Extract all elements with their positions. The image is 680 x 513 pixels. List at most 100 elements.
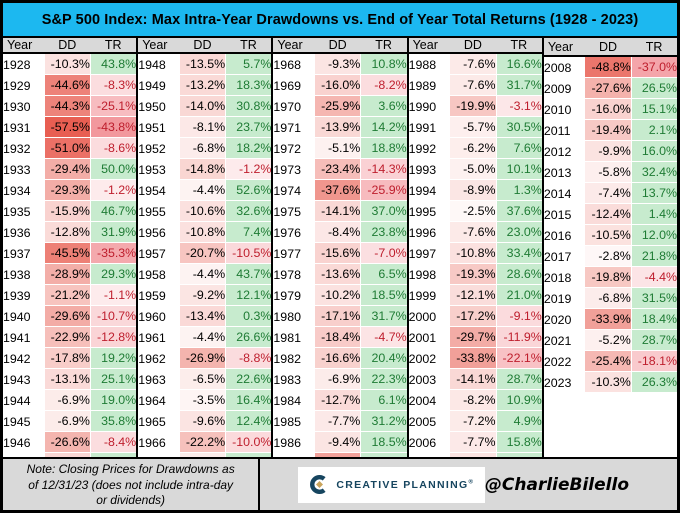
table-row: 2014 -7.4% 13.7%: [543, 183, 678, 205]
year-cell: 1992: [408, 138, 450, 160]
total-return-cell: 18.8%: [360, 138, 407, 160]
drawdown-cell: -4.4%: [178, 180, 226, 202]
drawdown-cell: -15.6%: [314, 243, 361, 265]
total-return-cell: 0.3%: [225, 306, 272, 328]
total-return-cell: 32.6%: [225, 201, 272, 223]
total-return-cell: 1.4%: [630, 204, 678, 226]
year-cell: 1993: [408, 159, 450, 181]
total-return-cell: -14.3%: [360, 159, 407, 181]
year-cell: 1983: [273, 369, 315, 391]
table-row: 1940 -29.6% -10.7%: [3, 306, 137, 328]
total-return-cell: 12.1%: [225, 285, 272, 307]
year-cell: 2012: [543, 141, 585, 163]
year-cell: 2008: [543, 57, 585, 79]
year-cell: 2009: [543, 78, 585, 100]
total-return-cell: 46.7%: [89, 201, 137, 223]
table-row: 1970 -25.9% 3.6%: [273, 96, 407, 118]
table-row: 1963 -6.5% 22.6%: [138, 369, 272, 391]
total-return-cell: 26.6%: [225, 327, 272, 349]
total-return-cell: 7.4%: [225, 222, 272, 244]
year-cell: 1963: [138, 369, 179, 391]
year-cell: 1955: [138, 201, 179, 223]
year-cell: 2005: [408, 411, 450, 433]
drawdown-cell: -12.1%: [449, 285, 496, 307]
drawdown-cell: -6.9%: [43, 390, 90, 412]
drawdown-cell: -19.9%: [449, 96, 496, 118]
total-return-cell: 15.8%: [495, 432, 542, 454]
group-table: 1948 -13.5% 5.7% 1949 -13.2% 18.3% 1950 -14.0% 3…: [138, 54, 272, 475]
table-row: 2010 -16.0% 15.1%: [543, 99, 678, 121]
total-return-cell: 31.7%: [495, 75, 542, 97]
total-return-cell: -25.1%: [89, 96, 137, 118]
footnote-line: of 12/31/23 (does not include intra-day: [28, 477, 234, 492]
table-row: 1949 -13.2% 18.3%: [138, 75, 272, 97]
total-return-cell: 14.2%: [360, 117, 407, 139]
year-cell: 2019: [543, 288, 585, 310]
drawdown-cell: -12.8%: [43, 222, 90, 244]
table-row: 1958 -4.4% 43.7%: [138, 264, 272, 286]
total-return-cell: 13.7%: [630, 183, 678, 205]
group-table: 1968 -9.3% 10.8% 1969 -16.0% -8.2% 1970 -25.9% 3…: [273, 54, 407, 475]
year-cell: 1929: [3, 75, 44, 97]
drawdown-returns-table: Year DD TR 1928 -10.3% 43.8% 1929 -44.6% -8.3% 19…: [3, 38, 678, 475]
total-return-cell: -10.7%: [89, 306, 137, 328]
drawdown-cell: -2.8%: [584, 246, 631, 268]
table-row: 2016 -10.5% 12.0%: [543, 225, 678, 247]
table-row: 1979 -10.2% 18.5%: [273, 285, 407, 307]
total-return-cell: 7.6%: [495, 138, 542, 160]
drawdown-cell: -25.9%: [314, 96, 361, 118]
total-return-cell: 12.0%: [630, 225, 678, 247]
total-return-cell: 4.9%: [495, 411, 542, 433]
table-row: 1952 -6.8% 18.2%: [138, 138, 272, 160]
year-cell: 1951: [138, 117, 179, 139]
drawdown-cell: -16.6%: [314, 348, 361, 370]
drawdown-cell: -29.4%: [43, 159, 90, 181]
drawdown-cell: -6.8%: [178, 138, 226, 160]
column-headers: Year DD TR: [138, 38, 272, 55]
total-return-cell: 23.0%: [495, 222, 542, 244]
table-row: 1986 -9.4% 18.5%: [273, 432, 407, 454]
drawdown-cell: -8.9%: [449, 180, 496, 202]
column-header-dd: DD: [599, 39, 618, 54]
column-header-year: Year: [412, 38, 438, 53]
drawdown-cell: -10.5%: [584, 225, 631, 247]
table-row: 2015 -12.4% 1.4%: [543, 204, 678, 226]
drawdown-cell: -7.6%: [449, 222, 496, 244]
drawdown-cell: -8.1%: [178, 117, 226, 139]
year-cell: 1981: [273, 327, 315, 349]
drawdown-cell: -5.0%: [449, 159, 496, 181]
total-return-cell: 16.0%: [630, 141, 678, 163]
year-cell: 1933: [3, 159, 44, 181]
drawdown-cell: -13.9%: [314, 117, 361, 139]
table-row: 1976 -8.4% 23.8%: [273, 222, 407, 244]
table-row: 2017 -2.8% 21.8%: [543, 246, 678, 268]
total-return-cell: 16.6%: [495, 54, 542, 76]
total-return-cell: 18.5%: [360, 432, 407, 454]
drawdown-cell: -12.4%: [584, 204, 631, 226]
total-return-cell: 2.1%: [630, 120, 678, 142]
year-cell: 1995: [408, 201, 450, 223]
year-cell: 1953: [138, 159, 179, 181]
total-return-cell: -22.1%: [495, 348, 542, 370]
total-return-cell: 35.8%: [89, 411, 137, 433]
column-header-dd: DD: [328, 38, 347, 53]
drawdown-cell: -7.6%: [449, 75, 496, 97]
drawdown-cell: -13.5%: [178, 54, 226, 76]
year-cell: 1964: [138, 390, 179, 412]
year-cell: 1944: [3, 390, 44, 412]
table-row: 1962 -26.9% -8.8%: [138, 348, 272, 370]
total-return-cell: -7.0%: [360, 243, 407, 265]
drawdown-cell: -10.8%: [449, 243, 496, 265]
table-row: 1978 -13.6% 6.5%: [273, 264, 407, 286]
year-cell: 1969: [273, 75, 315, 97]
year-cell: 1949: [138, 75, 179, 97]
drawdown-cell: -6.2%: [449, 138, 496, 160]
year-cell: 2006: [408, 432, 450, 454]
group-table: 1928 -10.3% 43.8% 1929 -44.6% -8.3% 1930 -44.3%…: [3, 54, 137, 475]
column-headers: Year DD TR: [273, 38, 407, 55]
total-return-cell: -43.8%: [89, 117, 137, 139]
drawdown-cell: -3.5%: [178, 390, 226, 412]
table-row: 2019 -6.8% 31.5%: [543, 288, 678, 310]
year-cell: 1959: [138, 285, 179, 307]
